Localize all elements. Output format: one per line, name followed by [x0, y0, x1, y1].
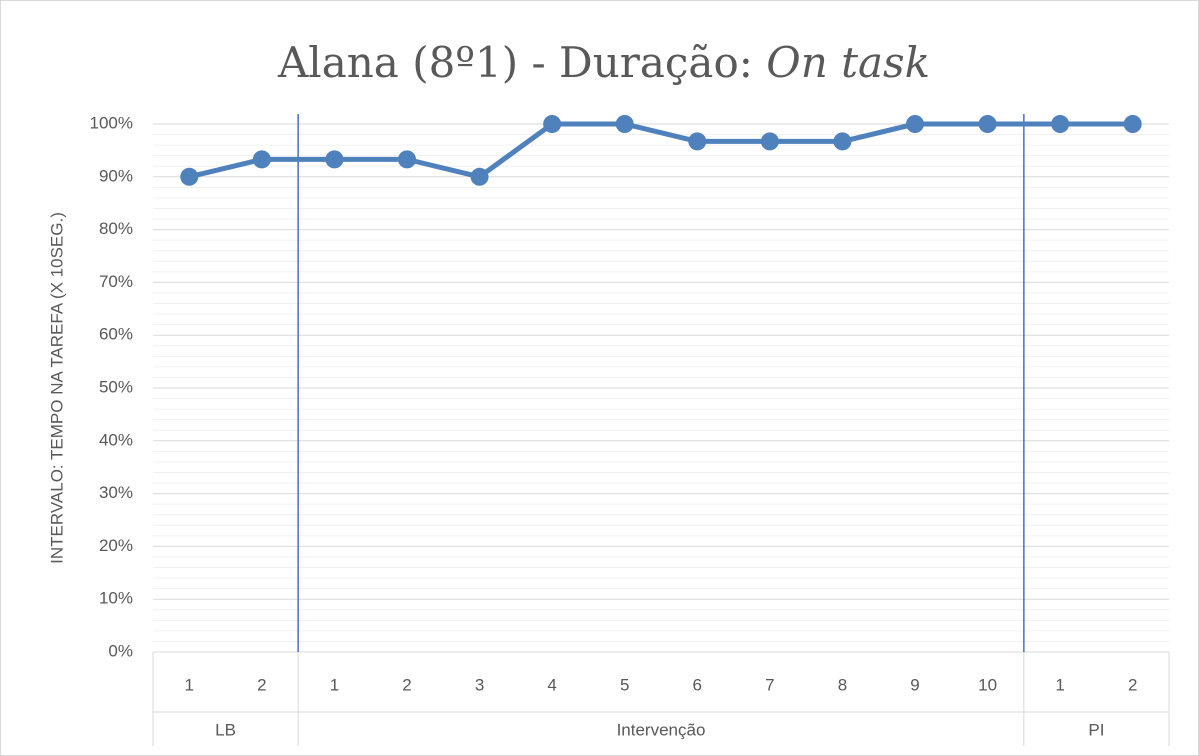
x-tick-label: 6 [693, 675, 702, 694]
data-point [543, 115, 562, 133]
chart-title: Alana (8º1) - Duração: On task [277, 38, 930, 87]
y-tick-label: 0% [108, 641, 133, 660]
x-tick-label: 9 [910, 675, 919, 694]
x-tick-label: 1 [185, 675, 194, 694]
data-point [906, 115, 924, 133]
y-tick-label: 50% [99, 377, 133, 396]
y-tick-label: 60% [99, 325, 133, 344]
x-tick-label: 7 [765, 675, 774, 694]
x-tick-label: 3 [475, 675, 484, 694]
x-tick-label: 8 [838, 675, 847, 694]
data-point [1051, 115, 1070, 133]
y-tick-label: 30% [99, 483, 133, 502]
data-point [833, 132, 852, 151]
data-point [978, 115, 997, 133]
data-point [180, 167, 199, 186]
y-tick-label: 20% [99, 536, 133, 555]
data-point [1123, 115, 1142, 133]
group-label: PI [1088, 720, 1104, 739]
data-point [325, 150, 344, 169]
x-tick-label: 2 [402, 675, 411, 694]
data-point [252, 150, 271, 169]
data-point [760, 132, 779, 151]
y-tick-label: 80% [99, 219, 133, 238]
x-tick-label: 2 [257, 675, 266, 694]
y-axis-label: INTERVALO: TEMPO NA TAREFA (X 10SEG.) [47, 212, 66, 564]
data-point [398, 150, 416, 169]
x-tick-label: 1 [330, 675, 339, 694]
group-label: Intervenção [617, 720, 706, 739]
data-point [688, 132, 707, 151]
y-tick-label: 70% [99, 272, 133, 291]
group-label: LB [215, 720, 236, 739]
y-tick-label: 90% [99, 166, 133, 185]
x-tick-label: 1 [1055, 675, 1064, 694]
y-tick-label: 40% [99, 430, 133, 449]
x-tick-label: 5 [620, 675, 629, 694]
y-tick-label: 100% [90, 113, 133, 132]
data-point [615, 115, 634, 133]
y-tick-label: 10% [99, 589, 133, 608]
title-main: Alana (8º1) - Duração: [277, 38, 753, 87]
data-line [188, 121, 1133, 180]
data-point [470, 167, 489, 186]
x-tick-label: 2 [1128, 675, 1137, 694]
x-tick-label: 4 [547, 675, 556, 694]
x-tick-label: 10 [978, 675, 997, 694]
title-emphasis: On task [766, 38, 930, 87]
